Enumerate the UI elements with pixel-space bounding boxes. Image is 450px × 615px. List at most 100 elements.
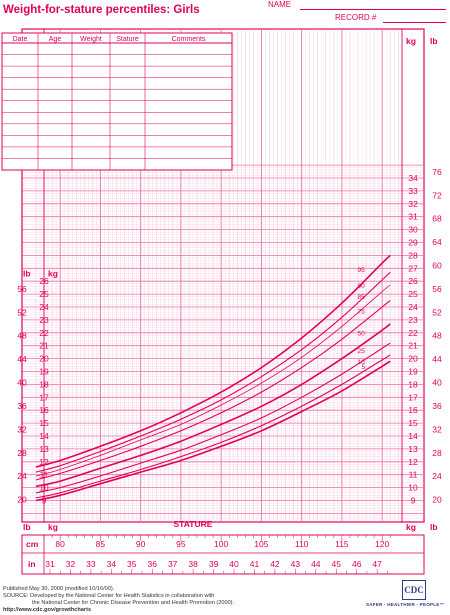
tick-in: 42 xyxy=(270,559,280,569)
cdc-tagline: SAFER · HEALTHIER · PEOPLE™ xyxy=(366,602,445,607)
tick-in: 46 xyxy=(352,559,362,569)
tick-kg-right: 17 xyxy=(408,392,418,402)
scale-strip xyxy=(21,534,425,575)
tick-kg-left: 16 xyxy=(39,405,49,415)
unit-lb-right-top: lb xyxy=(430,36,438,46)
source-line-2: the National Center for Chronic Disease … xyxy=(32,600,235,606)
tick-kg-left: 12 xyxy=(39,457,49,467)
tick-lb-right: 40 xyxy=(432,378,442,388)
tick-kg-right: 13 xyxy=(408,444,418,454)
record-label: RECORD # xyxy=(335,13,377,22)
tick-kg-left: 11 xyxy=(40,470,49,480)
source-url[interactable]: http://www.cdc.gov/growthcharts xyxy=(3,607,92,613)
tick-lb-right: 72 xyxy=(432,190,442,200)
tick-in: 44 xyxy=(311,559,321,569)
tick-lb-right: 48 xyxy=(432,331,442,341)
tick-kg-left: 13 xyxy=(39,444,49,454)
tick-kg-right: 20 xyxy=(408,354,418,364)
tick-kg-right: 31 xyxy=(408,212,418,222)
tick-kg-left: 9 xyxy=(42,496,47,506)
percentile-curve-75 xyxy=(35,300,391,481)
tick-in: 33 xyxy=(86,559,96,569)
percentile-curve-5 xyxy=(35,360,391,502)
name-label: NAME xyxy=(268,0,292,9)
source-line-1: SOURCE: Developed by the National Center… xyxy=(3,593,215,599)
comment-table-frame xyxy=(1,32,233,171)
tick-lb-right: 56 xyxy=(432,284,442,294)
tick-cm: 110 xyxy=(295,539,309,549)
tick-cm: 115 xyxy=(335,539,349,549)
comment-table-header-stature: Stature xyxy=(116,36,139,43)
unit-lb-left-bottom: lb xyxy=(23,522,31,532)
percentile-curve-95 xyxy=(35,254,391,468)
x-axis-title: STATURE xyxy=(174,519,213,529)
tick-kg-right: 18 xyxy=(408,379,418,389)
tick-in: 40 xyxy=(229,559,239,569)
tick-kg-right: 27 xyxy=(408,263,418,273)
tick-lb-left: 44 xyxy=(17,354,27,364)
tick-lb-right: 76 xyxy=(432,167,442,177)
tick-kg-right: 10 xyxy=(408,483,418,493)
tick-in: 36 xyxy=(148,559,158,569)
tick-in: 35 xyxy=(127,559,137,569)
tick-kg-left: 24 xyxy=(39,302,49,312)
tick-kg-right: 23 xyxy=(408,315,418,325)
tick-lb-right: 28 xyxy=(432,448,442,458)
tick-kg-right: 11 xyxy=(409,470,418,480)
tick-lb-right: 24 xyxy=(432,471,442,481)
record-field[interactable] xyxy=(383,22,446,23)
percentile-curve-50 xyxy=(35,323,391,488)
percentile-label-25: 25 xyxy=(357,348,365,355)
tick-lb-left: 24 xyxy=(17,471,27,481)
tick-lb-right: 44 xyxy=(432,354,442,364)
tick-kg-left: 23 xyxy=(39,315,49,325)
tick-kg-left: 22 xyxy=(39,328,49,338)
tick-in: 45 xyxy=(332,559,342,569)
tick-kg-right: 22 xyxy=(408,328,418,338)
tick-kg-right: 16 xyxy=(408,405,418,415)
tick-lb-left: 48 xyxy=(17,331,27,341)
tick-lb-right: 64 xyxy=(432,237,442,247)
tick-in: 41 xyxy=(250,559,260,569)
tick-in: 32 xyxy=(66,559,76,569)
tick-cm: 120 xyxy=(375,539,389,549)
tick-cm: 100 xyxy=(214,539,228,549)
comment-table-header-date: Date xyxy=(13,36,28,43)
tick-kg-right: 12 xyxy=(408,457,418,467)
tick-kg-right: 14 xyxy=(408,431,418,441)
tick-kg-left: 19 xyxy=(39,367,49,377)
unit-kg-right-bottom: kg xyxy=(406,522,416,532)
tick-kg-right: 34 xyxy=(408,173,418,183)
tick-in: 47 xyxy=(372,559,382,569)
percentile-label-90: 90 xyxy=(357,283,365,290)
unit-lb-right-bottom: lb xyxy=(430,522,438,532)
unit-kg-left: kg xyxy=(48,269,58,279)
published-note: Published May 30, 2000 (modified 10/16/0… xyxy=(3,586,115,592)
tick-kg-right: 32 xyxy=(408,199,418,209)
tick-cm: 90 xyxy=(136,539,146,549)
unit-kg-left-bottom: kg xyxy=(48,522,58,532)
page-title: Weight-for-stature percentiles: Girls xyxy=(3,4,200,16)
tick-kg-left: 26 xyxy=(39,276,49,286)
unit-lb-left: lb xyxy=(23,269,31,279)
tick-kg-right: 24 xyxy=(408,302,418,312)
percentile-label-75: 75 xyxy=(357,309,365,316)
tick-kg-left: 14 xyxy=(39,431,49,441)
unit-cm: cm xyxy=(26,539,39,549)
tick-lb-right: 32 xyxy=(432,424,442,434)
tick-lb-left: 28 xyxy=(17,448,27,458)
percentile-label-85: 85 xyxy=(357,294,365,301)
tick-lb-right: 36 xyxy=(432,401,442,411)
tick-in: 34 xyxy=(107,559,117,569)
tick-kg-right: 21 xyxy=(408,341,418,351)
tick-lb-left: 52 xyxy=(17,307,27,317)
tick-lb-right: 60 xyxy=(432,261,442,271)
percentile-label-50: 50 xyxy=(357,331,365,338)
comment-table-header-age: Age xyxy=(49,36,62,43)
unit-kg-right-top: kg xyxy=(406,36,416,46)
name-field[interactable] xyxy=(300,9,446,10)
tick-in: 38 xyxy=(188,559,198,569)
percentile-curve-25 xyxy=(35,342,391,494)
percentile-curve-85 xyxy=(35,284,391,477)
